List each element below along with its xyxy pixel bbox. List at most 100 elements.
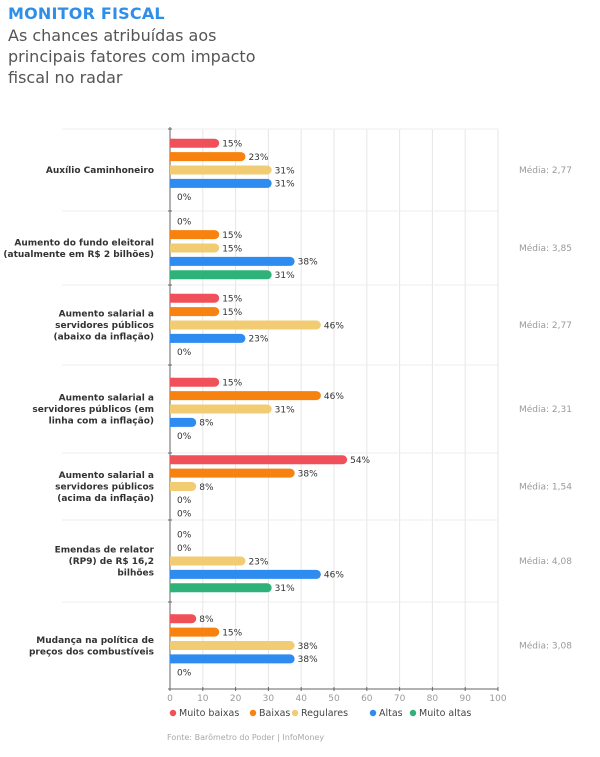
legend-marker-regulares bbox=[291, 709, 299, 717]
category-label: Auxílio Caminhoneiro bbox=[46, 166, 154, 176]
bar-left-cap bbox=[170, 583, 175, 593]
value-label: 0% bbox=[177, 348, 192, 358]
media-label: Média: 3,08 bbox=[519, 641, 572, 652]
media-label: Média: 2,31 bbox=[519, 404, 572, 415]
value-label: 31% bbox=[275, 584, 295, 594]
legend-label: Muito baixas bbox=[179, 708, 239, 719]
bar-left-cap bbox=[170, 230, 175, 240]
bar-left-cap bbox=[170, 641, 175, 650]
bar-left-cap bbox=[170, 256, 175, 266]
bar-muito-baixas bbox=[170, 455, 348, 465]
media-label: Média: 4,08 bbox=[519, 556, 572, 567]
bar-muito-altas bbox=[170, 270, 272, 280]
bar-left-cap bbox=[170, 468, 175, 478]
bar-regulares bbox=[170, 165, 272, 175]
bar-left-cap bbox=[170, 178, 175, 188]
bar-left-cap bbox=[170, 482, 175, 491]
source-note: Fonte: Barômetro do Poder | InfoMoney bbox=[167, 733, 325, 742]
bar-altas bbox=[170, 569, 321, 579]
bar-baixas bbox=[170, 307, 220, 317]
value-label: 31% bbox=[275, 405, 295, 415]
legend-marker-muito-altas bbox=[409, 709, 417, 717]
bar-left-cap bbox=[170, 243, 175, 253]
bar-baixas bbox=[170, 391, 321, 401]
bar-left-cap bbox=[170, 270, 175, 280]
category-label: Mudança na política de bbox=[36, 636, 154, 646]
media-label: Média: 1,54 bbox=[519, 482, 572, 493]
bar-left-cap bbox=[170, 569, 175, 579]
category-label: servidores públicos bbox=[55, 483, 154, 493]
x-tick-label: 100 bbox=[489, 694, 506, 704]
bar-regulares bbox=[170, 320, 321, 330]
legend-label: Altas bbox=[379, 708, 403, 719]
legend-marker-baixas bbox=[249, 709, 257, 717]
value-label: 54% bbox=[350, 456, 370, 466]
x-tick-label: 90 bbox=[459, 694, 471, 704]
chart-title: MONITOR FISCAL bbox=[8, 4, 165, 23]
value-label: 23% bbox=[248, 335, 268, 345]
category-label: servidores públicos (em bbox=[32, 405, 154, 415]
bar-regulares bbox=[170, 243, 220, 253]
category-label: Aumento salarial a bbox=[59, 471, 154, 481]
category-label: Aumento salarial a bbox=[59, 310, 154, 320]
bar-muito-altas bbox=[170, 583, 272, 593]
bar-left-cap bbox=[170, 377, 175, 387]
bar-left-cap bbox=[170, 333, 175, 343]
category-label: linha com a inflação) bbox=[49, 417, 154, 427]
value-label: 15% bbox=[222, 244, 242, 254]
bar-baixas bbox=[170, 230, 220, 240]
x-tick-label: 0 bbox=[167, 694, 173, 704]
category-label: Aumento do fundo eleitoral bbox=[14, 238, 154, 248]
category-label: preços dos combustíveis bbox=[29, 647, 154, 657]
bar-left-cap bbox=[170, 417, 175, 427]
bar-left-cap bbox=[170, 556, 175, 566]
bar-left-cap bbox=[170, 391, 175, 401]
media-label: Média: 3,85 bbox=[519, 243, 572, 254]
media-label: Média: 2,77 bbox=[519, 320, 572, 331]
value-label: 38% bbox=[298, 469, 318, 479]
value-label: 31% bbox=[275, 166, 295, 176]
legend-marker-altas bbox=[369, 709, 377, 717]
value-label: 38% bbox=[298, 258, 318, 268]
value-label: 0% bbox=[177, 510, 192, 520]
bar-left-cap bbox=[170, 455, 175, 465]
value-label: 8% bbox=[199, 419, 214, 429]
bar-regulares bbox=[170, 404, 272, 414]
bar-left-cap bbox=[170, 138, 175, 148]
media-label: Média: 2,77 bbox=[519, 165, 572, 176]
chart-subtitle: As chances atribuídas aos principais fat… bbox=[8, 26, 256, 87]
x-tick-label: 30 bbox=[263, 694, 275, 704]
x-tick-label: 50 bbox=[328, 694, 340, 704]
value-label: 46% bbox=[324, 321, 344, 331]
bar-left-cap bbox=[170, 404, 175, 414]
category-label: Aumento salarial a bbox=[59, 394, 154, 404]
value-label: 31% bbox=[275, 271, 295, 281]
bar-altas bbox=[170, 417, 197, 427]
value-label: 23% bbox=[248, 153, 268, 163]
value-label: 31% bbox=[275, 180, 295, 190]
x-tick-label: 20 bbox=[230, 694, 242, 704]
value-label: 15% bbox=[222, 379, 242, 389]
value-label: 15% bbox=[222, 140, 242, 150]
category-label: (atualmente em R$ 2 bilhões) bbox=[3, 250, 154, 260]
value-label: 0% bbox=[177, 193, 192, 203]
legend-marker-muito-baixas bbox=[169, 709, 177, 717]
bar-regulares bbox=[170, 482, 197, 491]
bar-muito-baixas bbox=[170, 293, 220, 303]
category-label: servidores públicos bbox=[55, 321, 154, 331]
x-tick-label: 10 bbox=[197, 694, 209, 704]
value-label: 0% bbox=[177, 531, 192, 541]
value-label: 0% bbox=[177, 544, 192, 554]
value-label: 23% bbox=[248, 557, 268, 567]
legend-label: Baixas bbox=[259, 708, 290, 719]
bar-left-cap bbox=[170, 293, 175, 303]
legend-label: Muito altas bbox=[419, 708, 471, 719]
value-label: 8% bbox=[199, 615, 214, 625]
category-label: bilhões bbox=[117, 569, 154, 579]
bar-left-cap bbox=[170, 627, 175, 637]
x-tick-label: 70 bbox=[394, 694, 406, 704]
x-tick-label: 40 bbox=[295, 694, 307, 704]
bar-regulares bbox=[170, 556, 246, 566]
value-label: 46% bbox=[324, 571, 344, 581]
